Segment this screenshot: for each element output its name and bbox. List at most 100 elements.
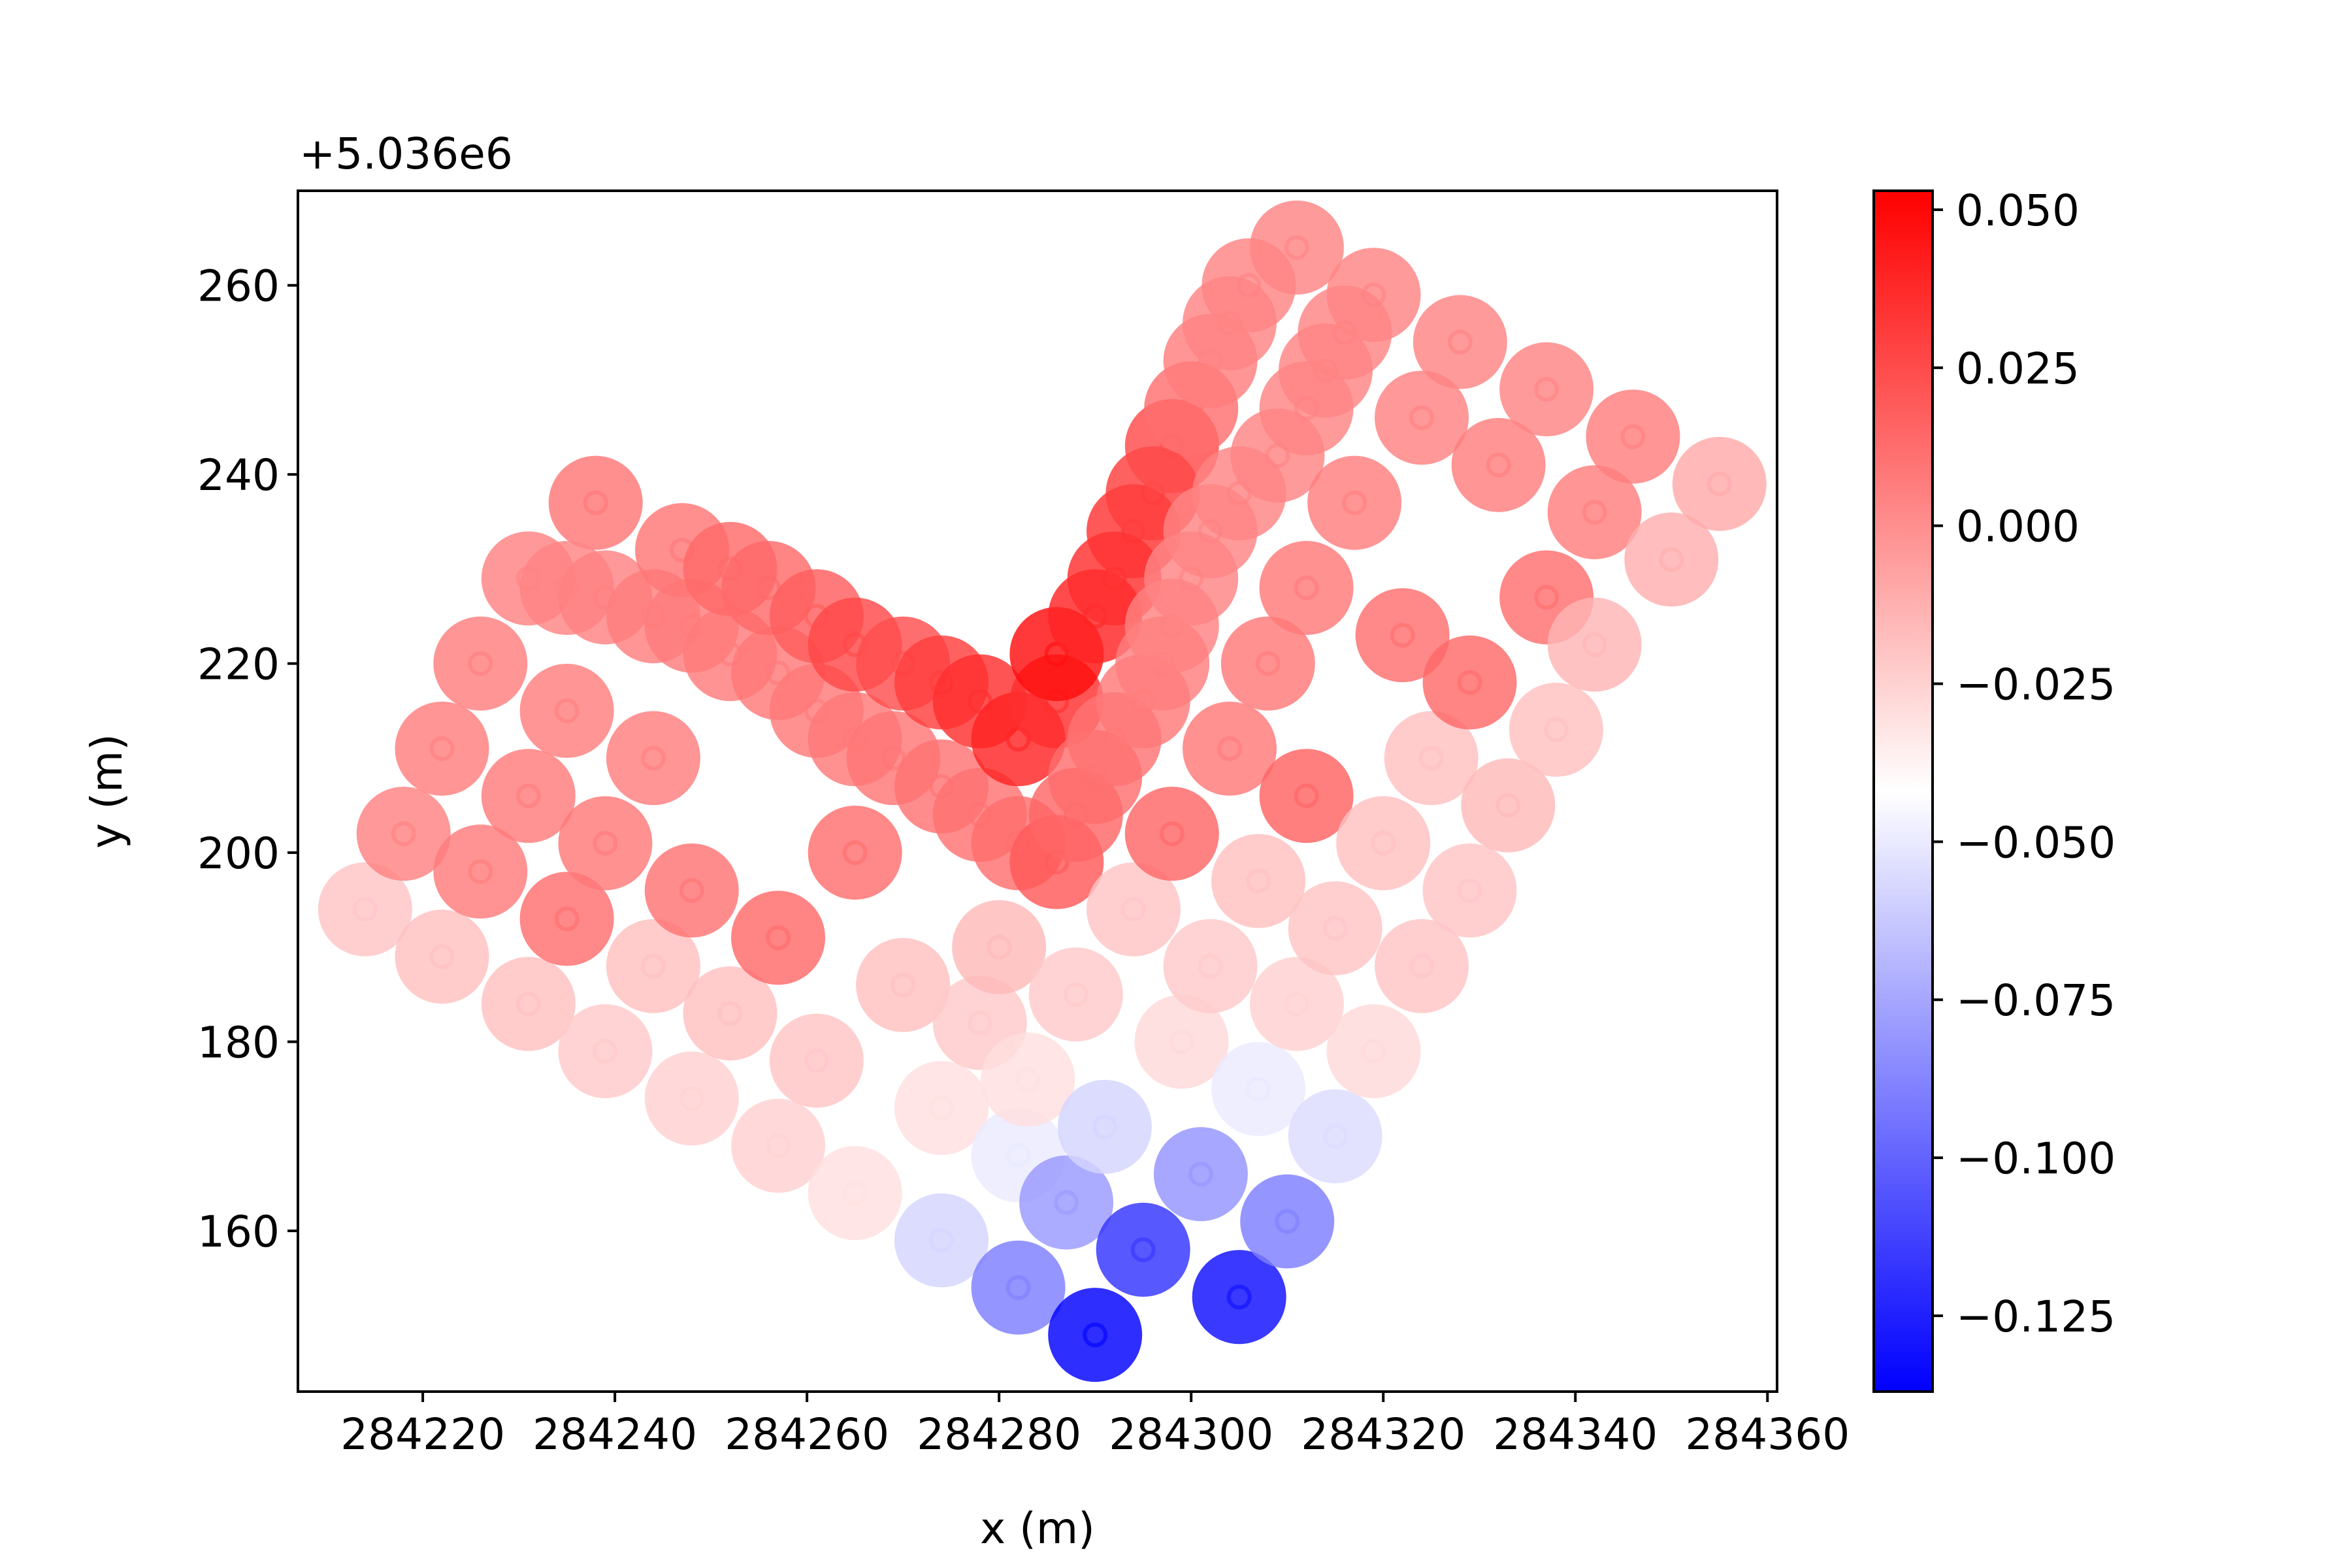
x-axis-label: x (m)	[980, 1503, 1095, 1554]
data-point	[1183, 701, 1277, 796]
data-point	[856, 938, 951, 1032]
x-tick-label: 284360	[1685, 1409, 1850, 1460]
data-point	[1326, 248, 1421, 342]
colorbar	[1872, 189, 1934, 1393]
data-point	[606, 711, 700, 806]
data-point	[558, 796, 653, 890]
data-point	[433, 825, 528, 919]
colorbar-tick-label: 0.050	[1956, 186, 2080, 236]
colorbar-tick-label: −0.100	[1956, 1134, 2115, 1184]
data-point	[1249, 200, 1344, 295]
data-point	[1211, 834, 1306, 928]
data-point	[1624, 512, 1719, 607]
data-point	[395, 909, 489, 1004]
data-point	[1153, 1127, 1248, 1222]
y-tick-label: 160	[197, 1207, 280, 1257]
data-point	[1326, 1004, 1421, 1098]
data-point	[1499, 342, 1594, 436]
data-point	[1211, 1041, 1306, 1136]
x-axis-ticks: 284220 284240 284260 284280 284300 284320 2843…	[340, 1392, 1850, 1460]
data-point	[952, 900, 1047, 994]
data-point	[1586, 389, 1680, 484]
data-point	[1259, 540, 1354, 635]
data-point	[558, 1004, 653, 1098]
colorbar-tick-label: 0.000	[1956, 502, 2080, 552]
data-point	[395, 701, 489, 796]
data-point	[1336, 796, 1431, 890]
data-point	[1240, 1174, 1335, 1269]
data-point	[318, 862, 412, 956]
data-point	[1028, 947, 1123, 1042]
data-point	[519, 872, 614, 966]
data-point	[1048, 1288, 1143, 1382]
y-tick-label: 220	[197, 640, 280, 690]
y-tick-label: 260	[197, 261, 280, 312]
colorbar-tick-label: −0.050	[1956, 817, 2115, 868]
data-point	[1134, 994, 1229, 1089]
colorbar-tick-label: −0.075	[1956, 975, 2115, 1026]
y-tick-label: 200	[197, 828, 280, 879]
data-point	[731, 1098, 826, 1193]
data-point	[481, 749, 576, 843]
data-point	[356, 787, 451, 881]
data-point	[606, 919, 700, 1013]
colorbar-ticks: 0.050 0.025 0.000 −0.025 −0.050 −0.075 −0.100 −…	[1933, 186, 2115, 1342]
data-point	[1451, 417, 1546, 512]
data-point	[1249, 956, 1344, 1051]
y-tick-label: 180	[197, 1018, 280, 1068]
x-tick-label: 284320	[1301, 1409, 1465, 1460]
data-point	[971, 1240, 1066, 1335]
data-point	[1413, 295, 1507, 389]
data-point	[1384, 711, 1478, 806]
data-point	[1375, 370, 1469, 465]
data-point	[1086, 862, 1181, 956]
data-point	[644, 1051, 739, 1146]
data-point	[1288, 881, 1382, 975]
colorbar-tick-label: −0.025	[1956, 660, 2115, 710]
y-axis-label: y (m)	[82, 734, 132, 849]
x-tick-label: 284260	[725, 1409, 889, 1460]
data-point	[1375, 919, 1469, 1013]
data-point	[683, 966, 777, 1061]
data-point	[808, 1146, 902, 1241]
x-tick-label: 284340	[1493, 1409, 1658, 1460]
colorbar-tick-label: 0.025	[1956, 344, 2080, 394]
data-point	[644, 843, 739, 938]
y-tick-label: 240	[197, 450, 280, 500]
data-point	[548, 455, 643, 550]
data-point	[1192, 1250, 1286, 1345]
data-point	[1220, 616, 1315, 711]
y-offset-label: +5.036e6	[299, 129, 513, 179]
data-point	[1124, 787, 1219, 881]
data-point	[1355, 588, 1450, 683]
data-point	[981, 1032, 1075, 1127]
data-point	[1509, 682, 1603, 777]
data-point	[1259, 749, 1354, 843]
data-point	[894, 1060, 988, 1155]
x-tick-label: 284280	[917, 1409, 1081, 1460]
data-point	[1057, 1079, 1152, 1174]
data-point	[1547, 597, 1642, 692]
y-axis-ticks: 160 180 200 220 240 260	[197, 261, 298, 1257]
data-point	[1422, 843, 1517, 938]
x-tick-label: 284220	[340, 1409, 505, 1460]
data-point	[1163, 919, 1258, 1013]
data-point	[1096, 1202, 1190, 1297]
x-tick-label: 284240	[532, 1409, 697, 1460]
data-point	[433, 616, 528, 711]
data-point	[1288, 1089, 1382, 1184]
x-tick-label: 284300	[1109, 1409, 1273, 1460]
data-point	[731, 890, 826, 985]
data-point	[1307, 455, 1402, 550]
data-point	[894, 1193, 988, 1288]
data-point	[1019, 1155, 1114, 1250]
plot-frame	[297, 189, 1778, 1393]
data-point	[481, 956, 576, 1051]
data-point	[1672, 436, 1767, 531]
data-point	[1461, 758, 1556, 853]
colorbar-tick-label: −0.125	[1956, 1292, 2115, 1342]
data-point	[519, 663, 614, 758]
data-point	[808, 806, 902, 900]
data-point	[769, 1013, 864, 1108]
